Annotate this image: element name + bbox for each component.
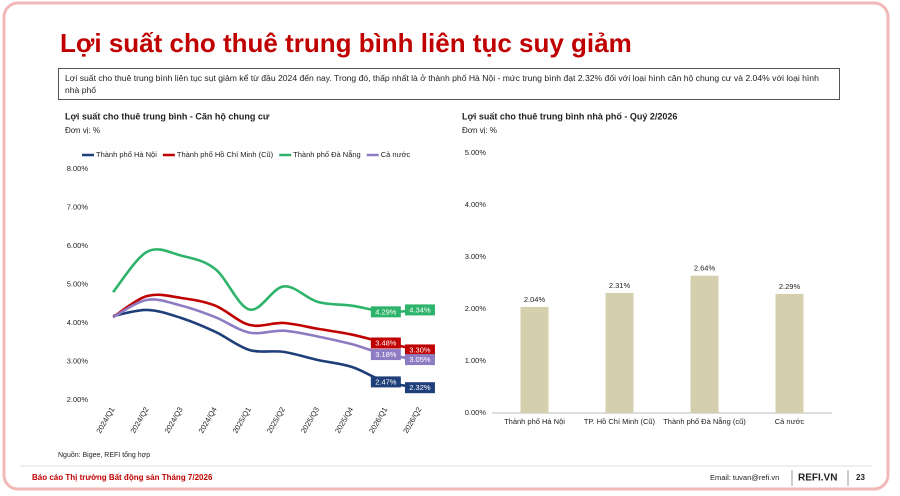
y-tick-label: 8.00% [67, 164, 89, 173]
report-name: Báo cáo Thị trường Bất động sản Tháng 7/… [32, 473, 213, 482]
legend-label: Thành phố Đà Nẵng [293, 150, 361, 159]
y-tick-label: 5.00% [465, 148, 487, 157]
value-label: 2.31% [609, 281, 631, 290]
value-label-bg [404, 304, 435, 316]
bar [775, 293, 804, 413]
chart-title: Lợi suất cho thuê trung bình nhà phố - Q… [462, 111, 677, 121]
chart-title: Lợi suất cho thuê trung bình - Căn hộ ch… [65, 111, 270, 121]
y-tick-label: 5.00% [67, 279, 89, 288]
x-tick-box: TP. Hồ Chí Minh (Cũ) [583, 417, 656, 426]
x-tick-box: Cả nước [774, 417, 805, 426]
value-label: 2.04% [524, 295, 546, 304]
bar [690, 275, 719, 413]
page-number: 23 [856, 473, 865, 482]
y-tick-label: 4.00% [67, 318, 89, 327]
value-label-bg [370, 349, 401, 361]
series-line [112, 298, 421, 361]
x-tick-label: Cả nước [774, 417, 805, 426]
value-label: 3.48% [375, 339, 397, 348]
value-label: 2.64% [694, 264, 716, 273]
value-label: 3.30% [409, 345, 431, 354]
y-tick-label: 7.00% [67, 202, 89, 211]
value-label-bg [404, 344, 435, 356]
value-label: 2.29% [779, 282, 801, 291]
description-box: Lợi suất cho thuê trung bình liên tục sụ… [58, 68, 840, 100]
series-line [112, 293, 421, 352]
y-tick-label: 2.00% [465, 304, 487, 313]
y-tick-label: 3.00% [465, 252, 487, 261]
value-label-bg [370, 306, 401, 318]
chart-subtitle: Đơn vị: % [65, 126, 100, 135]
x-tick-label: Thành phố Hà Nội [504, 417, 565, 426]
x-tick-label: TP. Hồ Chí Minh (Cũ) [583, 417, 656, 426]
value-label: 3.18% [375, 350, 397, 359]
value-label: 3.05% [409, 355, 431, 364]
value-label-bg [370, 376, 401, 388]
slide-title: Lợi suất cho thuê trung bình liên tục su… [60, 28, 632, 58]
value-label: 2.32% [409, 383, 431, 392]
legend-label: Thành phố Hà Nội [96, 150, 157, 159]
bar [520, 306, 549, 413]
value-label-bg [404, 382, 435, 394]
slide-frame [2, 1, 890, 491]
series-line [112, 308, 421, 389]
legend-label: Thành phố Hồ Chí Minh (Cũ) [177, 150, 274, 159]
logo: REFI.VN [798, 473, 837, 484]
series-line [112, 248, 421, 314]
x-tick-box: Thành phố Đà Nẵng (cũ) [663, 417, 746, 426]
chart-subtitle: Đơn vị: % [462, 126, 497, 135]
x-tick-box: Thành phố Hà Nội [504, 417, 565, 426]
y-tick-label: 2.00% [67, 395, 89, 404]
description: Lợi suất cho thuê trung bình liên tục sụ… [58, 68, 840, 100]
x-tick-label: Thành phố Đà Nẵng (cũ) [663, 417, 746, 426]
bar [605, 292, 634, 413]
source: Nguồn: Bigee, REFI tổng hợp [58, 450, 150, 459]
y-tick-label: 1.00% [465, 356, 487, 365]
value-label: 2.47% [375, 377, 397, 386]
value-label: 4.29% [375, 307, 397, 316]
y-tick-label: 0.00% [465, 408, 487, 417]
y-tick-label: 6.00% [67, 241, 89, 250]
value-label-bg [404, 354, 435, 366]
value-label: 4.34% [409, 305, 431, 314]
y-tick-label: 3.00% [67, 356, 89, 365]
y-tick-label: 4.00% [465, 200, 487, 209]
email: Email: tuvan@refi.vn [710, 473, 779, 482]
legend-label: Cả nước [381, 150, 411, 159]
value-label-bg [370, 337, 401, 349]
